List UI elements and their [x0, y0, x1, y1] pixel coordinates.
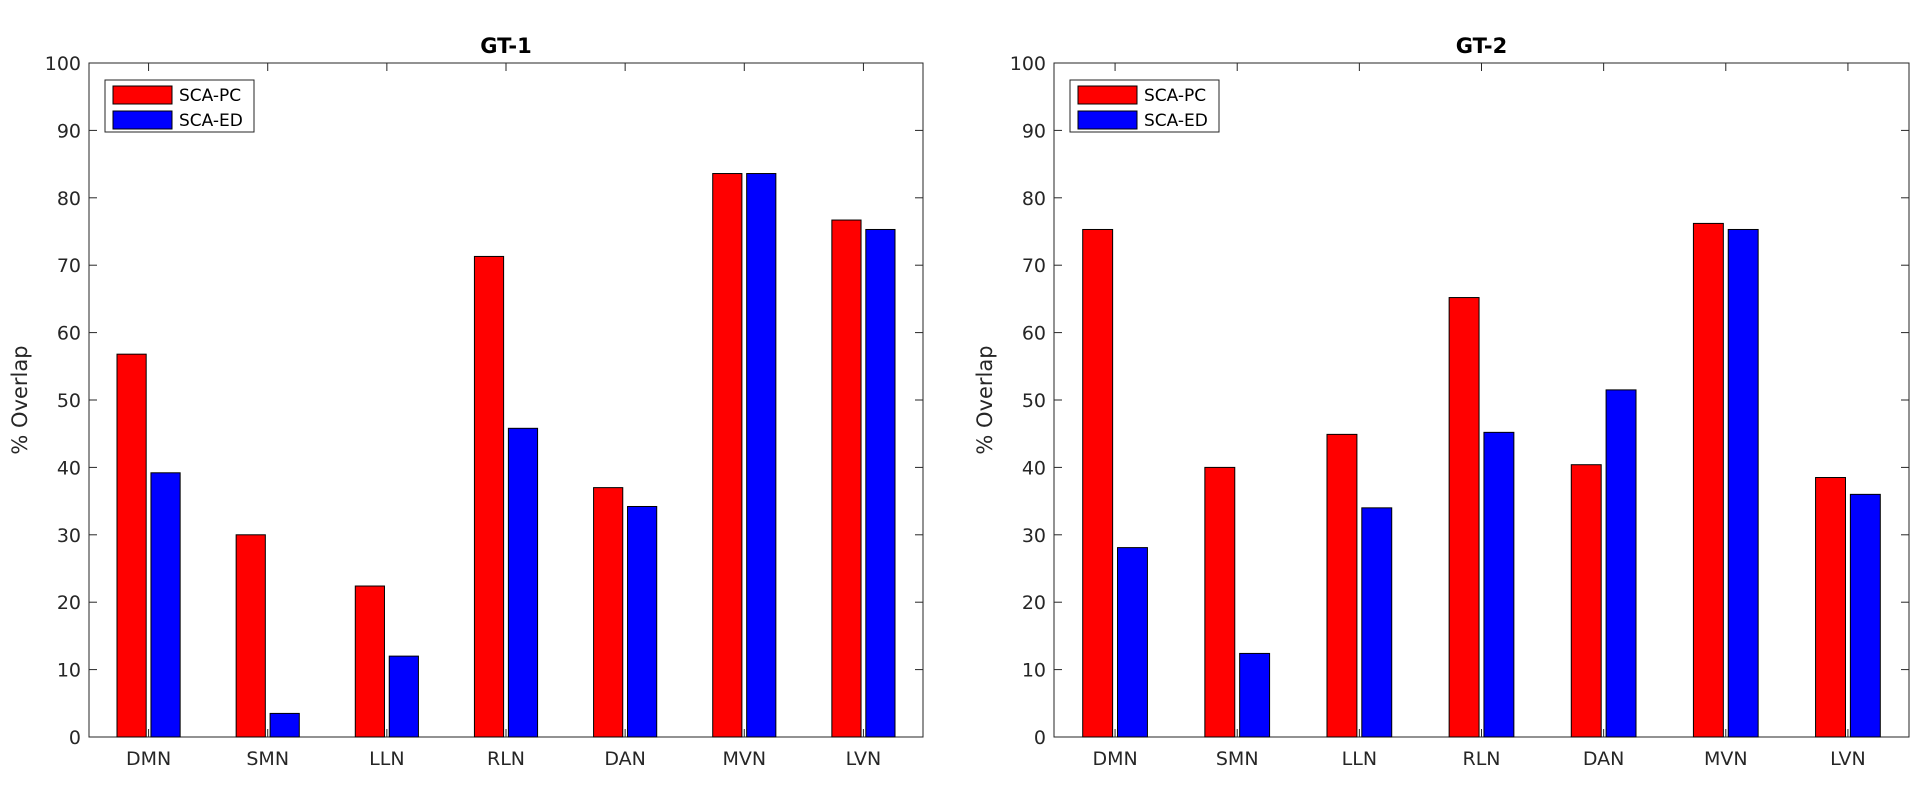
y-tick-label: 50	[1022, 390, 1046, 412]
x-tick-label: MVN	[722, 748, 766, 770]
y-tick-label: 20	[1022, 592, 1046, 614]
y-tick-label: 30	[57, 525, 81, 547]
legend-swatch-sca-pc	[1077, 85, 1138, 105]
x-tick-label: RLN	[487, 748, 525, 770]
bar-sca-pc-lvn	[1815, 477, 1846, 738]
y-tick-label: 20	[57, 592, 81, 614]
bar-sca-pc-lln	[354, 585, 385, 738]
bar-sca-pc-smn	[1204, 466, 1236, 738]
bar-sca-pc-lln	[1326, 433, 1358, 738]
axes-box	[1053, 62, 1910, 738]
x-tick-label: DMN	[126, 748, 171, 770]
bar-sca-pc-rln	[473, 255, 505, 738]
y-tick-label: 70	[1022, 255, 1046, 277]
bar-sca-ed-dmn	[150, 472, 181, 738]
bar-sca-pc-mvn	[1692, 222, 1724, 738]
y-tick-label: 60	[57, 323, 81, 345]
y-axis-label: % Overlap	[8, 345, 32, 454]
x-tick-label: RLN	[1463, 748, 1501, 770]
y-tick-label: 30	[1022, 525, 1046, 547]
legend-swatch-sca-pc	[112, 85, 173, 105]
x-tick-label: DMN	[1092, 748, 1137, 770]
x-tick-label: LLN	[1342, 748, 1377, 770]
bar-sca-ed-dmn	[1117, 547, 1148, 738]
legend-label-sca-ed: SCA-ED	[179, 111, 243, 131]
x-tick-label: LVN	[1830, 748, 1866, 770]
y-tick-label: 50	[57, 390, 81, 412]
bar-sca-ed-lvn	[865, 228, 896, 738]
panel-gt1: GT-1 % Overlap 0 10 20 30 40 50 60 70 80 90 100 DMN SM…	[8, 34, 924, 770]
y-tick-label: 60	[1022, 323, 1046, 345]
legend-swatch-sca-ed	[1077, 110, 1138, 130]
bar-sca-ed-lvn	[1849, 493, 1881, 738]
bar-sca-ed-mvn	[746, 173, 777, 738]
bar-sca-pc-dmn	[116, 353, 147, 738]
legend: SCA-PC SCA-ED	[1069, 79, 1220, 133]
bar-sca-pc-mvn	[712, 173, 743, 738]
chart-title: GT-1	[480, 34, 531, 58]
bar-sca-ed-lln	[1361, 507, 1393, 738]
y-tick-label: 90	[1022, 120, 1046, 142]
y-tick-label: 100	[45, 53, 81, 75]
x-tick-label: MVN	[1704, 748, 1748, 770]
panel-gt2: GT-2 % Overlap 0 10 20 30 40 50 60 70 80 90 100 DMN SM…	[973, 34, 1910, 770]
bar-sca-pc-dmn	[1082, 228, 1114, 738]
bar-sca-pc-lvn	[831, 219, 862, 738]
legend-label-sca-ed: SCA-ED	[1144, 111, 1208, 131]
bar-sca-ed-rln	[507, 427, 539, 738]
y-tick-label: 90	[57, 120, 81, 142]
y-tick-label: 70	[57, 255, 81, 277]
bar-sca-ed-dan	[627, 505, 658, 738]
bar-sca-pc-dan	[1570, 464, 1602, 738]
y-tick-label: 80	[1022, 188, 1046, 210]
bar-sca-ed-rln	[1483, 431, 1515, 738]
legend-label-sca-pc: SCA-PC	[1144, 86, 1206, 106]
bar-sca-ed-lln	[388, 655, 419, 738]
bar-sca-pc-rln	[1448, 297, 1480, 738]
bar-sca-ed-mvn	[1727, 228, 1759, 738]
y-tick-label: 0	[69, 727, 81, 749]
legend-swatch-sca-ed	[112, 110, 173, 130]
x-tick-label: SMN	[1216, 748, 1259, 770]
y-tick-label: 0	[1034, 727, 1046, 749]
axes-box	[88, 62, 924, 738]
y-tick-label: 100	[1010, 53, 1046, 75]
chart-title: GT-2	[1456, 34, 1507, 58]
bar-sca-pc-smn	[235, 534, 266, 738]
legend-label-sca-pc: SCA-PC	[179, 86, 241, 106]
y-axis-label: % Overlap	[973, 345, 997, 454]
x-tick-label: DAN	[1583, 748, 1625, 770]
y-tick-label: 10	[1022, 660, 1046, 682]
y-tick-label: 40	[57, 457, 81, 479]
y-tick-label: 10	[57, 660, 81, 682]
bar-sca-ed-smn	[1239, 652, 1271, 738]
x-tick-label: LLN	[369, 748, 404, 770]
x-tick-label: DAN	[604, 748, 646, 770]
y-tick-label: 80	[57, 188, 81, 210]
x-tick-label: SMN	[246, 748, 289, 770]
legend: SCA-PC SCA-ED	[104, 79, 255, 133]
bar-sca-pc-dan	[593, 487, 624, 738]
x-tick-label: LVN	[846, 748, 882, 770]
bar-sca-ed-smn	[269, 712, 300, 738]
bar-sca-ed-dan	[1605, 389, 1637, 738]
y-tick-label: 40	[1022, 457, 1046, 479]
